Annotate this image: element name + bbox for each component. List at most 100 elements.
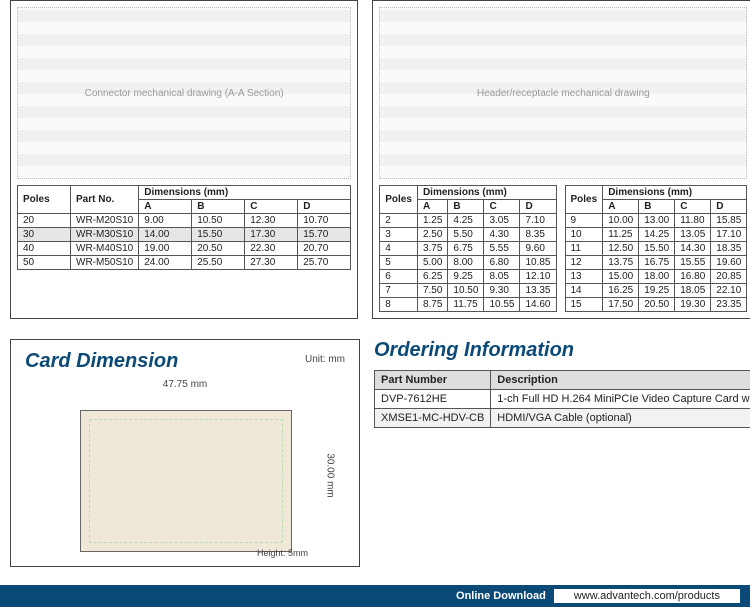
cell-a: 6.25	[417, 270, 447, 284]
cell-poles: 13	[565, 270, 603, 284]
col-poles: Poles	[565, 186, 603, 214]
right-drawing-note: Header/receptacle mechanical drawing	[477, 88, 650, 99]
cell-poles: 5	[380, 256, 418, 270]
cell-a: 19.00	[139, 242, 192, 256]
ordering-info: Ordering Information Part Number Descrip…	[374, 339, 750, 567]
cell-c: 18.05	[675, 284, 711, 298]
cell-d: 19.60	[711, 256, 747, 270]
cell-part-number: DVP-7612HE	[375, 390, 491, 409]
table-row: 88.7511.7510.5514.60	[380, 298, 556, 312]
cell-c: 6.80	[484, 256, 520, 270]
table-row: DVP-7612HE1-ch Full HD H.264 MiniPCIe Vi…	[375, 390, 750, 409]
cell-b: 14.25	[639, 228, 675, 242]
table-row: 66.259.258.0512.10	[380, 270, 556, 284]
cell-c: 15.55	[675, 256, 711, 270]
table-row: 20WR-M20S109.0010.5012.3010.70	[18, 214, 351, 228]
card-dimension-title: Card Dimension	[25, 350, 345, 373]
cell-a: 8.75	[417, 298, 447, 312]
cell-poles: 14	[565, 284, 603, 298]
cell-poles: 8	[380, 298, 418, 312]
cell-poles: 6	[380, 270, 418, 284]
col-b: B	[639, 200, 675, 214]
table-header-row: Poles Part No. Dimensions (mm)	[18, 186, 351, 200]
cell-d: 15.70	[298, 228, 351, 242]
cell-c: 22.30	[245, 242, 298, 256]
cell-poles: 15	[565, 298, 603, 312]
table-row: 1011.2514.2513.0517.10	[565, 228, 747, 242]
left-panel: Connector mechanical drawing (A-A Sectio…	[10, 0, 358, 319]
cell-d: 18.35	[711, 242, 747, 256]
col-poles: Poles	[18, 186, 71, 214]
cell-c: 5.55	[484, 242, 520, 256]
pcb-graphic	[80, 410, 292, 552]
cell-c: 17.30	[245, 228, 298, 242]
cell-d: 14.60	[520, 298, 556, 312]
cell-d: 12.10	[520, 270, 556, 284]
col-dimensions: Dimensions (mm)	[417, 186, 556, 200]
col-d: D	[298, 200, 351, 214]
col-a: A	[139, 200, 192, 214]
cell-b: 13.00	[639, 214, 675, 228]
cell-b: 6.75	[448, 242, 484, 256]
cell-d: 20.85	[711, 270, 747, 284]
cell-poles: 3	[380, 228, 418, 242]
cell-a: 24.00	[139, 256, 192, 270]
cell-c: 16.80	[675, 270, 711, 284]
col-a: A	[417, 200, 447, 214]
col-c: C	[245, 200, 298, 214]
cell-c: 10.55	[484, 298, 520, 312]
cell-d: 7.10	[520, 214, 556, 228]
table-row: 21.254.253.057.10	[380, 214, 556, 228]
table-row: 1315.0018.0016.8020.85	[565, 270, 747, 284]
cell-d: 25.70	[298, 256, 351, 270]
cell-c: 12.30	[245, 214, 298, 228]
footer-url[interactable]: www.advantech.com/products	[554, 589, 740, 603]
footer-label: Online Download	[456, 590, 554, 602]
cell-d: 22.10	[711, 284, 747, 298]
table-row: 1517.5020.5019.3023.35	[565, 298, 747, 312]
cell-a: 11.25	[603, 228, 639, 242]
width-label: 47.75 mm	[25, 379, 345, 390]
col-partno: Part No.	[71, 186, 139, 214]
cell-poles: 4	[380, 242, 418, 256]
table-row: 77.5010.509.3013.35	[380, 284, 556, 298]
cell-c: 8.05	[484, 270, 520, 284]
cell-a: 12.50	[603, 242, 639, 256]
cell-a: 14.00	[139, 228, 192, 242]
cell-d: 8.35	[520, 228, 556, 242]
cell-poles: 12	[565, 256, 603, 270]
cell-b: 5.50	[448, 228, 484, 242]
cell-poles: 2	[380, 214, 418, 228]
cell-b: 15.50	[192, 228, 245, 242]
cell-part-number: XMSE1-MC-HDV-CB	[375, 409, 491, 428]
ordering-table: Part Number Description DVP-7612HE1-ch F…	[374, 370, 750, 428]
left-dimensions-table: Poles Part No. Dimensions (mm) A B C D 2…	[17, 185, 351, 270]
col-description: Description	[491, 371, 750, 390]
cell-b: 20.50	[192, 242, 245, 256]
cell-d: 10.70	[298, 214, 351, 228]
cell-c: 11.80	[675, 214, 711, 228]
right-dimensions-table-a: Poles Dimensions (mm) A B C D 21.254.253…	[379, 185, 556, 312]
cell-a: 2.50	[417, 228, 447, 242]
cell-c: 13.05	[675, 228, 711, 242]
height-label: 30.00 mm	[324, 453, 335, 497]
cell-part: WR-M50S10	[71, 256, 139, 270]
cell-poles: 20	[18, 214, 71, 228]
cell-poles: 10	[565, 228, 603, 242]
cell-part: WR-M40S10	[71, 242, 139, 256]
cell-b: 10.50	[192, 214, 245, 228]
cell-part: WR-M20S10	[71, 214, 139, 228]
cell-b: 16.75	[639, 256, 675, 270]
cell-a: 17.50	[603, 298, 639, 312]
cell-b: 10.50	[448, 284, 484, 298]
table-row: 30WR-M30S1014.0015.5017.3015.70	[18, 228, 351, 242]
footer-bar: Online Download www.advantech.com/produc…	[0, 585, 750, 607]
table-row: 32.505.504.308.35	[380, 228, 556, 242]
table-row: 40WR-M40S1019.0020.5022.3020.70	[18, 242, 351, 256]
right-drawing: Header/receptacle mechanical drawing	[379, 7, 747, 179]
cell-b: 20.50	[639, 298, 675, 312]
cell-b: 11.75	[448, 298, 484, 312]
cell-b: 9.25	[448, 270, 484, 284]
cell-c: 27.30	[245, 256, 298, 270]
table-row: 43.756.755.559.60	[380, 242, 556, 256]
